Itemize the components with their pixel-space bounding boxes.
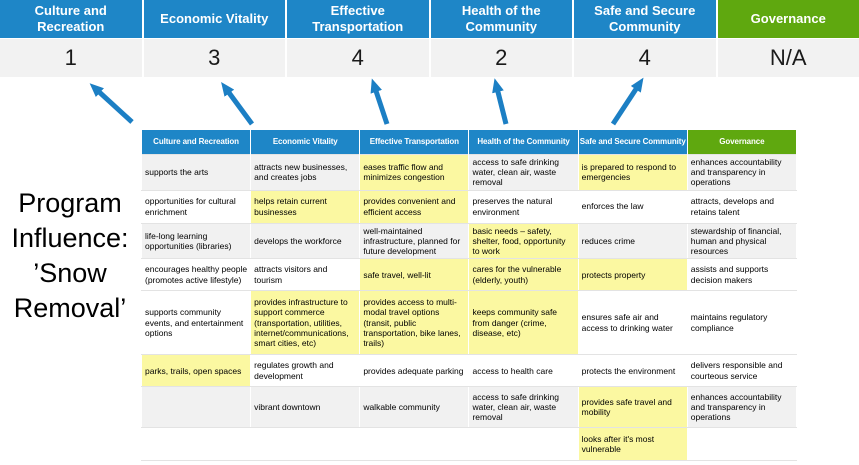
matrix-cell: delivers responsible and courteous servi… — [686, 354, 798, 388]
score-value-culture-recreation: 1 — [0, 39, 142, 77]
matrix-header-row: Culture and Recreation Economic Vitality… — [140, 130, 798, 155]
matrix-header-health-community: Health of the Community — [468, 130, 579, 155]
matrix-cell: attracts visitors and tourism — [250, 258, 361, 292]
matrix-header-effective-transportation: Effective Transportation — [359, 130, 470, 155]
matrix-cell: provides access to multi-modal travel op… — [359, 290, 470, 356]
matrix-cell: cares for the vulnerable (elderly, youth… — [468, 258, 579, 292]
matrix-row: opportunities for cultural enrichment he… — [140, 189, 798, 224]
matrix-cell: provides adequate parking — [359, 354, 470, 388]
influence-arrows — [89, 77, 644, 126]
matrix-cell: provides convenient and efficient access — [359, 189, 470, 224]
score-header-safe-secure-community: Safe and Secure Community — [574, 0, 716, 38]
score-table: Culture and Recreation 1 Economic Vitali… — [0, 0, 859, 77]
matrix-cell — [359, 427, 470, 462]
matrix-cell: looks after it's most vulnerable — [577, 427, 688, 462]
score-value-economic-vitality: 3 — [143, 39, 285, 77]
score-value-health-community: 2 — [430, 39, 572, 77]
matrix-cell: well-maintained infrastructure, planned … — [359, 222, 470, 260]
matrix-cell: ensures safe air and access to drinking … — [577, 290, 688, 356]
matrix-cell: access to health care — [468, 354, 579, 388]
matrix-row: encourages healthy people (promotes acti… — [140, 258, 798, 292]
score-value-effective-transportation: 4 — [287, 39, 429, 77]
matrix-row: looks after it's most vulnerable — [140, 427, 798, 462]
score-col-culture-recreation: Culture and Recreation 1 — [0, 0, 142, 77]
matrix-cell: vibrant downtown — [250, 386, 361, 429]
matrix-cell: attracts, develops and retains talent — [686, 189, 798, 224]
matrix-cell: reduces crime — [577, 222, 688, 260]
matrix-cell — [140, 427, 252, 462]
matrix-cell: supports community events, and entertain… — [140, 290, 252, 356]
matrix-cell: supports the arts — [140, 154, 252, 191]
matrix-cell: protects property — [577, 258, 688, 292]
matrix-cell: attracts new businesses, and creates job… — [250, 154, 361, 191]
matrix-cell: develops the workforce — [250, 222, 361, 260]
matrix-cell: keeps community safe from danger (crime,… — [468, 290, 579, 356]
matrix-cell: access to safe drinking water, clean air… — [468, 154, 579, 191]
matrix-cell: walkable community — [359, 386, 470, 429]
matrix-cell: preserves the natural environment — [468, 189, 579, 224]
matrix-row: parks, trails, open spaces regulates gro… — [140, 354, 798, 388]
matrix-header-safe-secure-community: Safe and Secure Community — [577, 130, 688, 155]
score-header-governance: Governance — [717, 0, 859, 38]
matrix-cell — [686, 427, 798, 462]
score-header-culture-recreation: Culture and Recreation — [0, 0, 142, 38]
matrix-cell — [468, 427, 579, 462]
matrix-cell — [250, 427, 361, 462]
matrix-cell: provides infrastructure to support comme… — [250, 290, 361, 356]
matrix-cell: life-long learning opportunities (librar… — [140, 222, 252, 260]
score-header-health-community: Health of the Community — [430, 0, 572, 38]
score-col-health-community: Health of the Community 2 — [430, 0, 572, 77]
matrix-cell: stewardship of financial, human and phys… — [686, 222, 798, 260]
matrix-cell: access to safe drinking water, clean air… — [468, 386, 579, 429]
arrow-culture-recreation — [89, 83, 134, 124]
matrix-row: supports the arts attracts new businesse… — [140, 154, 798, 191]
matrix-cell: helps retain current businesses — [250, 189, 361, 224]
matrix-cell: opportunities for cultural enrichment — [140, 189, 252, 224]
score-value-safe-secure-community: 4 — [574, 39, 716, 77]
score-header-economic-vitality: Economic Vitality — [143, 0, 285, 38]
program-influence-label: Program Influence: ’Snow Removal’ — [11, 188, 129, 324]
matrix-cell: eases traffic flow and minimizes congest… — [359, 154, 470, 191]
matrix-row: vibrant downtown walkable community acce… — [140, 386, 798, 429]
score-col-governance: Governance N/A — [717, 0, 859, 77]
matrix-cell: safe travel, well-lit — [359, 258, 470, 292]
matrix-header-culture-recreation: Culture and Recreation — [140, 130, 252, 155]
matrix-header-economic-vitality: Economic Vitality — [250, 130, 361, 155]
arrow-effective-transportation — [370, 78, 390, 125]
arrow-health-community — [492, 78, 509, 125]
matrix-header-governance: Governance — [686, 130, 798, 155]
arrow-economic-vitality — [221, 81, 255, 126]
matrix-cell: assists and supports decision makers — [686, 258, 798, 292]
matrix-cell: parks, trails, open spaces — [140, 354, 252, 388]
score-col-economic-vitality: Economic Vitality 3 — [143, 0, 285, 77]
matrix-cell — [140, 386, 252, 429]
matrix-cell: protects the environment — [577, 354, 688, 388]
score-col-safe-secure-community: Safe and Secure Community 4 — [574, 0, 716, 77]
arrow-safe-secure-community — [610, 77, 644, 126]
score-col-effective-transportation: Effective Transportation 4 — [287, 0, 429, 77]
matrix-cell: enhances accountability and transparency… — [686, 386, 798, 429]
matrix-cell: is prepared to respond to emergencies — [577, 154, 688, 191]
matrix-cell: enhances accountability and transparency… — [686, 154, 798, 191]
influence-matrix: Culture and Recreation Economic Vitality… — [140, 130, 798, 462]
score-header-effective-transportation: Effective Transportation — [287, 0, 429, 38]
matrix-cell: provides safe travel and mobility — [577, 386, 688, 429]
score-value-governance: N/A — [717, 39, 859, 77]
matrix-cell: regulates growth and development — [250, 354, 361, 388]
matrix-cell: encourages healthy people (promotes acti… — [140, 258, 252, 292]
matrix-row: life-long learning opportunities (librar… — [140, 222, 798, 260]
matrix-row: supports community events, and entertain… — [140, 290, 798, 356]
matrix-cell: basic needs – safety, shelter, food, opp… — [468, 222, 579, 260]
matrix-cell: enforces the law — [577, 189, 688, 224]
matrix-cell: maintains regulatory compliance — [686, 290, 798, 356]
